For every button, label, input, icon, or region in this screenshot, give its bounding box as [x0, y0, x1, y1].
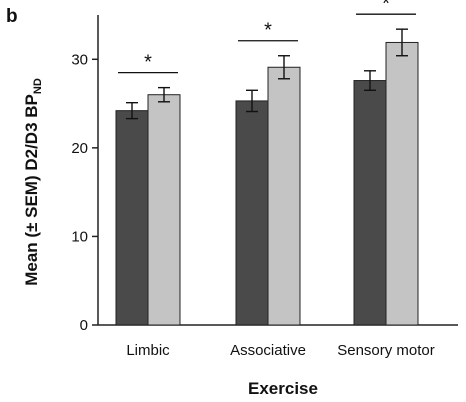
- x-axis-title: Exercise: [248, 379, 318, 398]
- y-axis: 0 10 20 30: [71, 15, 99, 334]
- bars: [115, 41, 419, 326]
- significance-star: *: [382, 0, 390, 15]
- y-axis-title-subscript: ND: [32, 78, 44, 94]
- x-axis: Limbic Associative Sensory motor: [98, 324, 458, 359]
- bar: [115, 110, 149, 326]
- panel-label: b: [6, 6, 18, 27]
- x-tick-label: Associative: [230, 342, 306, 359]
- bar: [147, 94, 181, 326]
- bar: [385, 41, 419, 326]
- bar: [353, 80, 387, 326]
- bar: [267, 66, 301, 326]
- y-tick-label: 10: [71, 228, 88, 245]
- significance-star: *: [144, 52, 152, 74]
- bar: [235, 100, 269, 326]
- y-tick-label: 0: [80, 317, 88, 334]
- y-axis-title: Mean (± SEM) D2/D3 BPND: [22, 78, 44, 286]
- y-axis-title-main: Mean (± SEM) D2/D3 BP: [22, 94, 41, 286]
- y-tick-label: 20: [71, 140, 88, 157]
- x-tick-label: Sensory motor: [337, 342, 435, 359]
- significance-star: *: [264, 20, 272, 42]
- y-tick-label: 30: [71, 51, 88, 68]
- significance-markers: * * *: [118, 0, 416, 74]
- x-tick-label: Limbic: [126, 342, 170, 359]
- error-bars: [126, 28, 408, 120]
